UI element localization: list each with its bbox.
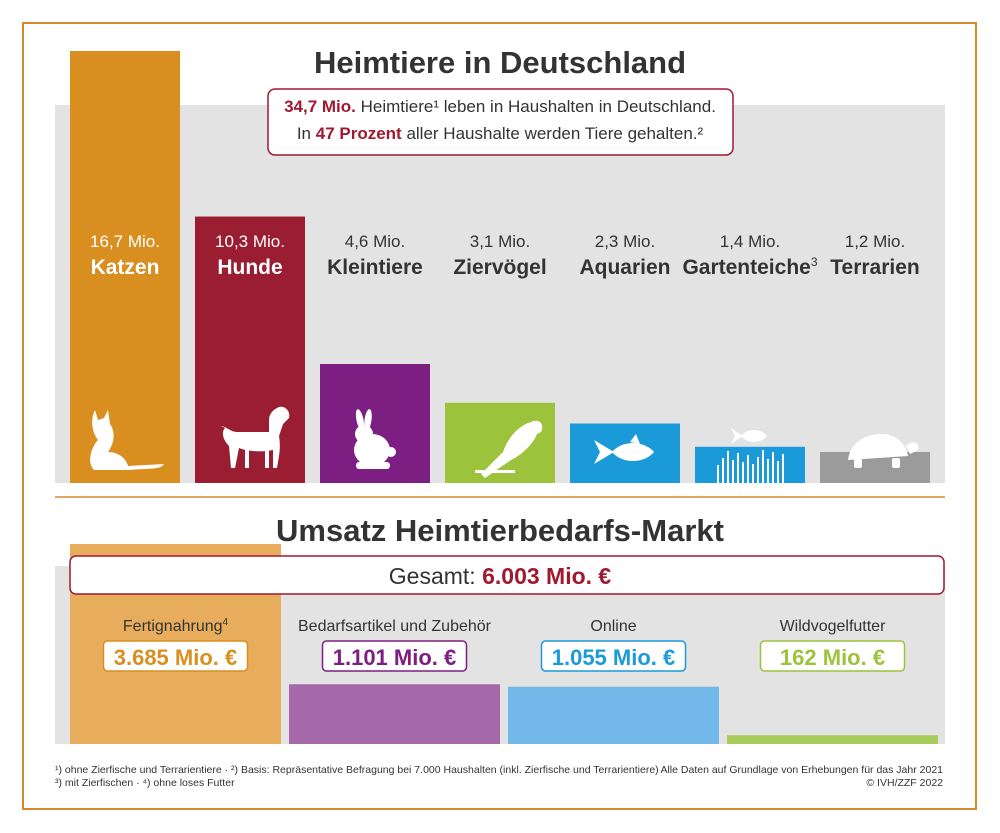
total-value: 6.003 Mio. €: [482, 563, 611, 589]
revenue-value-fertignahrung: 3.685 Mio. €: [114, 645, 238, 670]
top-bars-group: [70, 51, 930, 483]
bar-ziervoegel: [445, 402, 555, 483]
bottom-labels-group: Fertignahrung4 3.685 Mio. € Bedarfsartikel…: [102, 617, 906, 672]
bar-gartenteiche: [695, 446, 805, 483]
revenue-value-online: 1.055 Mio. €: [552, 645, 676, 670]
category-label-terrarien: Terrarien: [830, 256, 920, 279]
bottom-chart-title: Umsatz Heimtierbedarfs-Markt: [276, 513, 724, 548]
bar-katzen: [70, 51, 180, 483]
subtitle-box: [267, 88, 734, 156]
footnotes-right: Alle Daten auf Grundlage von Erhebungen …: [660, 764, 943, 790]
cat-icon: [90, 410, 164, 470]
top-icons-group: [90, 406, 919, 483]
subtitle-text-1: Heimtiere¹ leben in Haushalten in Deutsc…: [361, 97, 716, 116]
revenue-category-bedarfsartikel-und-zubehoer: Bedarfsartikel und Zubehör: [298, 618, 492, 635]
value-label-terrarien: 1,2 Mio.: [845, 232, 905, 251]
outer-frame: [22, 22, 977, 810]
value-label-hunde: 10,3 Mio.: [215, 232, 285, 251]
category-label-kleintiere: Kleintiere: [327, 256, 423, 279]
category-label-hunde: Hunde: [217, 256, 282, 279]
source-note: Alle Daten auf Grundlage von Erhebungen …: [660, 764, 943, 776]
revenue-value-box-wildvogelfutter: [759, 640, 906, 672]
footnote-line-1: ¹) ohne Zierfische und Terrarientiere · …: [55, 764, 659, 776]
dog-icon: [221, 406, 290, 468]
top-chart-title: Heimtiere in Deutschland: [314, 45, 686, 80]
subtitle-text-2b: aller Haushalte werden Tiere gehalten.²: [406, 124, 703, 143]
subtitle-line-1: 34,7 Mio. Heimtiere¹ leben in Haushalten…: [284, 97, 716, 116]
total-label: Gesamt:: [389, 563, 476, 589]
subtitle-total-animals: 34,7 Mio.: [284, 97, 356, 116]
revenue-value-box-fertignahrung: [102, 640, 249, 672]
subtitle-percent: 47 Prozent: [316, 124, 402, 143]
revenue-bar-online: [508, 686, 719, 744]
revenue-value-box-bedarfsartikel-und-zubehoer: [321, 640, 468, 672]
subtitle-line-2: In 47 Prozent aller Haushalte werden Tie…: [297, 124, 704, 143]
revenue-bar-bedarfsartikel-und-zubehoer: [289, 684, 500, 744]
copyright-note: © IVH/ZZF 2022: [866, 777, 943, 789]
turtle-icon: [848, 434, 919, 468]
footnote-line-2: ³) mit Zierfischen · ⁴) ohne loses Futte…: [55, 777, 235, 789]
subtitle-text-2a: In: [297, 124, 311, 143]
revenue-category-fertignahrung: Fertignahrung4: [123, 617, 229, 635]
value-label-ziervoegel: 3,1 Mio.: [470, 232, 530, 251]
category-label-katzen: Katzen: [91, 256, 160, 279]
revenue-value-bedarfsartikel-und-zubehoer: 1.101 Mio. €: [333, 645, 457, 670]
pond-fish-icon: [717, 428, 784, 483]
value-label-aquarien: 2,3 Mio.: [595, 232, 655, 251]
total-box: [69, 555, 945, 595]
revenue-value-wildvogelfutter: 162 Mio. €: [780, 645, 885, 670]
revenue-category-online: Online: [590, 618, 636, 635]
fish-icon: [594, 434, 654, 464]
category-label-gartenteiche: Gartenteiche3: [682, 255, 817, 279]
parrot-icon: [475, 420, 543, 478]
total-text: Gesamt: 6.003 Mio. €: [389, 563, 612, 589]
revenue-category-wildvogelfutter: Wildvogelfutter: [780, 618, 886, 635]
value-label-katzen: 16,7 Mio.: [90, 232, 160, 251]
footnotes-left: ¹) ohne Zierfische und Terrarientiere · …: [55, 764, 659, 790]
revenue-bar-wildvogelfutter: [727, 735, 938, 744]
category-label-aquarien: Aquarien: [579, 256, 670, 279]
value-label-kleintiere: 4,6 Mio.: [345, 232, 405, 251]
category-label-ziervoegel: Ziervögel: [453, 256, 546, 279]
value-label-gartenteiche: 1,4 Mio.: [720, 232, 780, 251]
revenue-value-box-online: [540, 640, 687, 672]
top-labels-group: 16,7 Mio. Katzen 10,3 Mio. Hunde 4,6 Mio. Kle…: [90, 232, 920, 279]
rabbit-icon: [354, 409, 396, 469]
